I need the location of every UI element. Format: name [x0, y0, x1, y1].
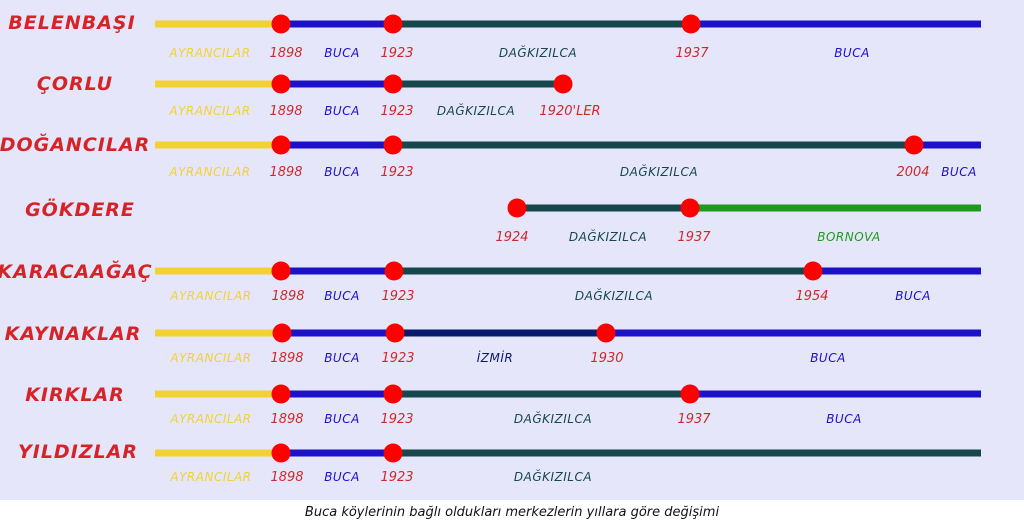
year-marker-dot [383, 135, 403, 155]
year-marker-dot [803, 261, 823, 281]
year-marker-dot [383, 384, 403, 404]
year-label: 1898 [269, 104, 302, 119]
segment-label-ayrancilar: AYRANCILAR [168, 165, 250, 179]
year-label: 1898 [269, 46, 302, 61]
segment-label-ayrancilar: AYRANCILAR [169, 470, 251, 484]
year-marker-dot [596, 323, 616, 343]
segment-label-dagkizilca: DAĞKIZILCA [514, 469, 592, 484]
village-name: BELENBAŞI [8, 12, 135, 34]
year-label: 1937 [677, 412, 711, 427]
year-label: 1923 [381, 351, 414, 366]
timeline-row-gokdere: GÖKDERE DAĞKIZILCA BORNOVA 1924 1937 [25, 197, 981, 245]
year-marker-dot [553, 74, 573, 94]
year-marker-dot [680, 384, 700, 404]
segment-label-buca: BUCA [324, 165, 360, 179]
village-name: GÖKDERE [25, 197, 135, 221]
year-marker-dot [384, 261, 404, 281]
segment-label-buca: BUCA [895, 289, 931, 303]
village-name: ÇORLU [37, 73, 113, 95]
year-marker-dot [271, 74, 291, 94]
year-marker-dot [271, 14, 291, 34]
year-marker-dot [383, 74, 403, 94]
year-label: 1924 [495, 230, 528, 245]
village-name: KAYNAKLAR [5, 323, 142, 345]
year-marker-dot [271, 135, 291, 155]
village-name: KIRKLAR [25, 384, 125, 406]
year-label: 1937 [675, 46, 709, 61]
figure-caption: Buca köylerinin bağlı oldukları merkezle… [304, 505, 720, 520]
year-marker-dot [680, 198, 700, 218]
timeline-row-kaynaklar: KAYNAKLAR AYRANCILAR BUCA İZMİR BUCA 1898 1923… [5, 323, 981, 366]
segment-label-buca: BUCA [941, 165, 977, 179]
segment-label-buca: BUCA [324, 104, 360, 118]
timeline-row-dogancilar: DOĞANCILAR AYRANCILAR BUCA DAĞKIZILCA BUCA 18… [0, 132, 981, 180]
village-name: DOĞANCILAR [0, 132, 150, 156]
year-label: 1923 [380, 104, 413, 119]
year-label: 1920'LER [539, 104, 600, 119]
segment-label-ayrancilar: AYRANCILAR [168, 104, 250, 118]
segment-label-buca: BUCA [324, 412, 360, 426]
year-marker-dot [681, 14, 701, 34]
segment-label-dagkizilca: DAĞKIZILCA [575, 288, 653, 303]
year-marker-dot [385, 323, 405, 343]
segment-label-buca: BUCA [324, 46, 360, 60]
year-label: 1930 [590, 351, 623, 366]
segment-label-buca: BUCA [324, 351, 360, 365]
segment-label-buca: BUCA [826, 412, 862, 426]
segment-label-ayrancilar: AYRANCILAR [169, 289, 251, 303]
timeline-row-kirklar: KIRKLAR AYRANCILAR BUCA DAĞKIZILCA BUCA 1898 1… [25, 384, 981, 427]
year-marker-dot [383, 443, 403, 463]
diagram-panel: BELENBAŞI AYRANCILAR BUCA DAĞKIZILCA BUCA 189… [0, 0, 1024, 500]
segment-label-dagkizilca: DAĞKIZILCA [620, 164, 698, 179]
year-marker-dot [271, 261, 291, 281]
year-marker-dot [383, 14, 403, 34]
year-label: 1923 [380, 46, 413, 61]
year-label: 1954 [795, 289, 828, 304]
segment-label-ayrancilar: AYRANCILAR [169, 351, 251, 365]
segment-label-buca: BUCA [810, 351, 846, 365]
year-label: 1898 [270, 351, 303, 366]
segment-label-ayrancilar: AYRANCILAR [169, 412, 251, 426]
segment-label-buca: BUCA [324, 289, 360, 303]
segment-label-ayrancilar: AYRANCILAR [168, 46, 250, 60]
village-name: KARACAAĞAÇ [0, 259, 153, 283]
year-marker-dot [271, 384, 291, 404]
timeline-row-karacaagac: KARACAAĞAÇ AYRANCILAR BUCA DAĞKIZILCA BUCA 18… [0, 259, 981, 304]
segment-label-dagkizilca: DAĞKIZILCA [514, 411, 592, 426]
segment-label-dagkizilca: DAĞKIZILCA [437, 103, 515, 118]
timeline-diagram: BELENBAŞI AYRANCILAR BUCA DAĞKIZILCA BUCA 189… [0, 12, 981, 485]
year-label: 2004 [896, 165, 929, 180]
segment-label-izmir: İZMİR [477, 350, 514, 365]
year-label: 1898 [271, 289, 304, 304]
year-label: 1898 [270, 470, 303, 485]
segment-label-buca: BUCA [834, 46, 870, 60]
year-label: 1923 [381, 289, 414, 304]
year-label: 1923 [380, 470, 413, 485]
segment-label-bornova: BORNOVA [817, 230, 881, 244]
year-label: 1923 [380, 165, 413, 180]
year-label: 1923 [380, 412, 413, 427]
timeline-row-belenbasi: BELENBAŞI AYRANCILAR BUCA DAĞKIZILCA BUCA 189… [8, 12, 981, 61]
village-name: YILDIZLAR [18, 441, 138, 463]
timeline-row-yildizlar: YILDIZLAR AYRANCILAR BUCA DAĞKIZILCA 1898 192… [18, 441, 981, 485]
timeline-row-corlu: ÇORLU AYRANCILAR BUCA DAĞKIZILCA 1898 1923 192… [37, 73, 601, 119]
segment-label-dagkizilca: DAĞKIZILCA [569, 229, 647, 244]
segment-label-dagkizilca: DAĞKIZILCA [499, 45, 577, 60]
year-label: 1898 [270, 412, 303, 427]
year-marker-dot [271, 443, 291, 463]
year-marker-dot [272, 323, 292, 343]
year-marker-dot [904, 135, 924, 155]
segment-label-buca: BUCA [324, 470, 360, 484]
year-label: 1937 [677, 230, 711, 245]
year-marker-dot [507, 198, 527, 218]
year-label: 1898 [269, 165, 302, 180]
